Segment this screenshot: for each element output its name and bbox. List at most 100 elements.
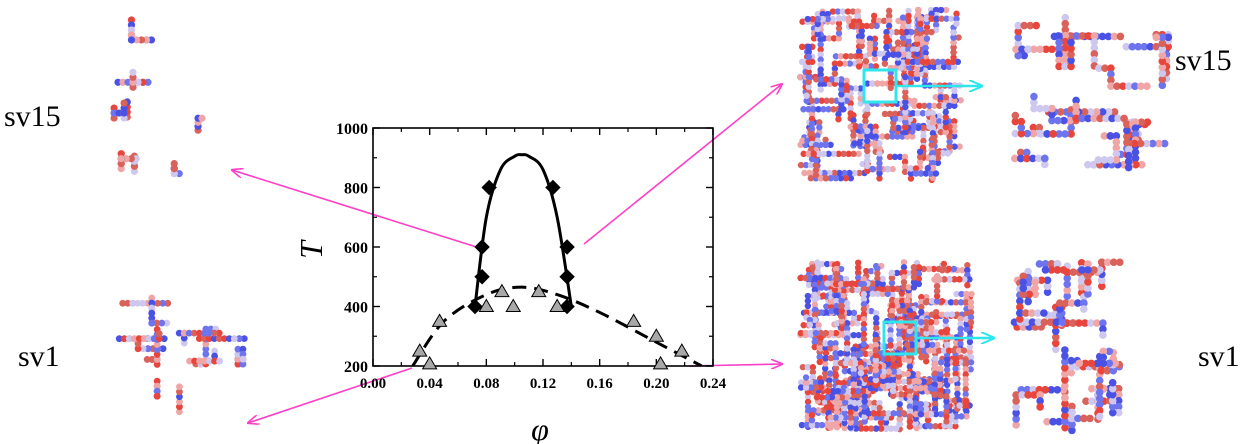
bead [220, 335, 228, 343]
bead [923, 24, 931, 31]
bead [811, 291, 819, 299]
bead [911, 102, 918, 109]
bead [861, 393, 868, 400]
bead [1017, 129, 1026, 138]
bead [153, 351, 161, 358]
bead [948, 413, 955, 420]
bead [843, 350, 851, 357]
bead [864, 132, 871, 140]
bead [831, 169, 838, 177]
bead [943, 15, 950, 22]
bead [837, 175, 845, 182]
bead [148, 314, 156, 322]
bead [897, 391, 905, 398]
bead [153, 392, 161, 400]
bead [821, 398, 829, 406]
bead [869, 165, 876, 173]
bead [928, 325, 935, 332]
bead [1061, 49, 1070, 58]
bead [804, 393, 812, 400]
bead [853, 22, 860, 30]
bead [872, 346, 879, 354]
bead [876, 50, 884, 57]
bead [1115, 258, 1124, 267]
bead [835, 30, 843, 37]
bead [1059, 266, 1068, 274]
bead [842, 280, 850, 288]
bead [850, 314, 858, 322]
bead [840, 15, 848, 22]
bead [963, 290, 970, 298]
bead [799, 137, 806, 144]
snapshot-sv1-dilute [115, 294, 248, 416]
bead [925, 265, 933, 273]
bead [117, 150, 125, 158]
bead [1053, 385, 1062, 394]
bead [846, 398, 854, 406]
bead [847, 123, 854, 130]
bead [956, 397, 963, 404]
bead [940, 265, 948, 273]
bead [954, 390, 961, 397]
bead [1072, 96, 1080, 105]
bead [910, 274, 918, 281]
bead [866, 45, 874, 52]
bead [1055, 44, 1063, 53]
bead [896, 336, 903, 343]
bead [943, 341, 951, 349]
bead [926, 102, 933, 109]
bead [896, 331, 903, 338]
bead [1104, 32, 1113, 41]
bead [935, 347, 943, 354]
bead [1016, 315, 1024, 323]
bead [905, 46, 912, 53]
bead [838, 81, 845, 88]
bead [890, 124, 897, 132]
bead [1090, 44, 1099, 52]
bead [1100, 156, 1109, 164]
diamond-point [559, 298, 575, 315]
bead [190, 329, 198, 337]
y-tick-label: 400 [344, 300, 368, 317]
bead [936, 370, 944, 377]
bead [864, 162, 871, 170]
bead [908, 335, 915, 342]
bead [835, 15, 843, 22]
bead [932, 313, 940, 321]
bead [910, 264, 918, 271]
bead [871, 140, 878, 147]
bead [889, 377, 897, 385]
bead [816, 124, 823, 131]
bead [811, 306, 819, 314]
bead [1061, 13, 1070, 22]
bead [1081, 319, 1089, 327]
bead [1090, 56, 1099, 64]
bead [920, 132, 927, 140]
bead [942, 123, 949, 131]
bead [946, 102, 953, 109]
bead [864, 147, 871, 155]
bead [1125, 82, 1133, 90]
bead [966, 338, 974, 346]
bead [150, 335, 158, 343]
bead [1040, 309, 1048, 317]
bead [838, 76, 845, 83]
bead [1032, 21, 1041, 30]
bead [896, 115, 904, 123]
bead [832, 359, 840, 367]
bead [874, 80, 881, 87]
bead [913, 65, 921, 72]
bead [805, 106, 812, 113]
bead [933, 341, 941, 349]
bead [119, 78, 127, 86]
bead [805, 68, 812, 76]
bead [887, 332, 894, 339]
bead [943, 371, 951, 379]
bead [873, 314, 880, 322]
bead [899, 34, 907, 41]
bead [951, 397, 958, 404]
bead [130, 167, 139, 175]
bead [903, 302, 911, 310]
bead [843, 320, 851, 327]
bead [917, 25, 924, 33]
